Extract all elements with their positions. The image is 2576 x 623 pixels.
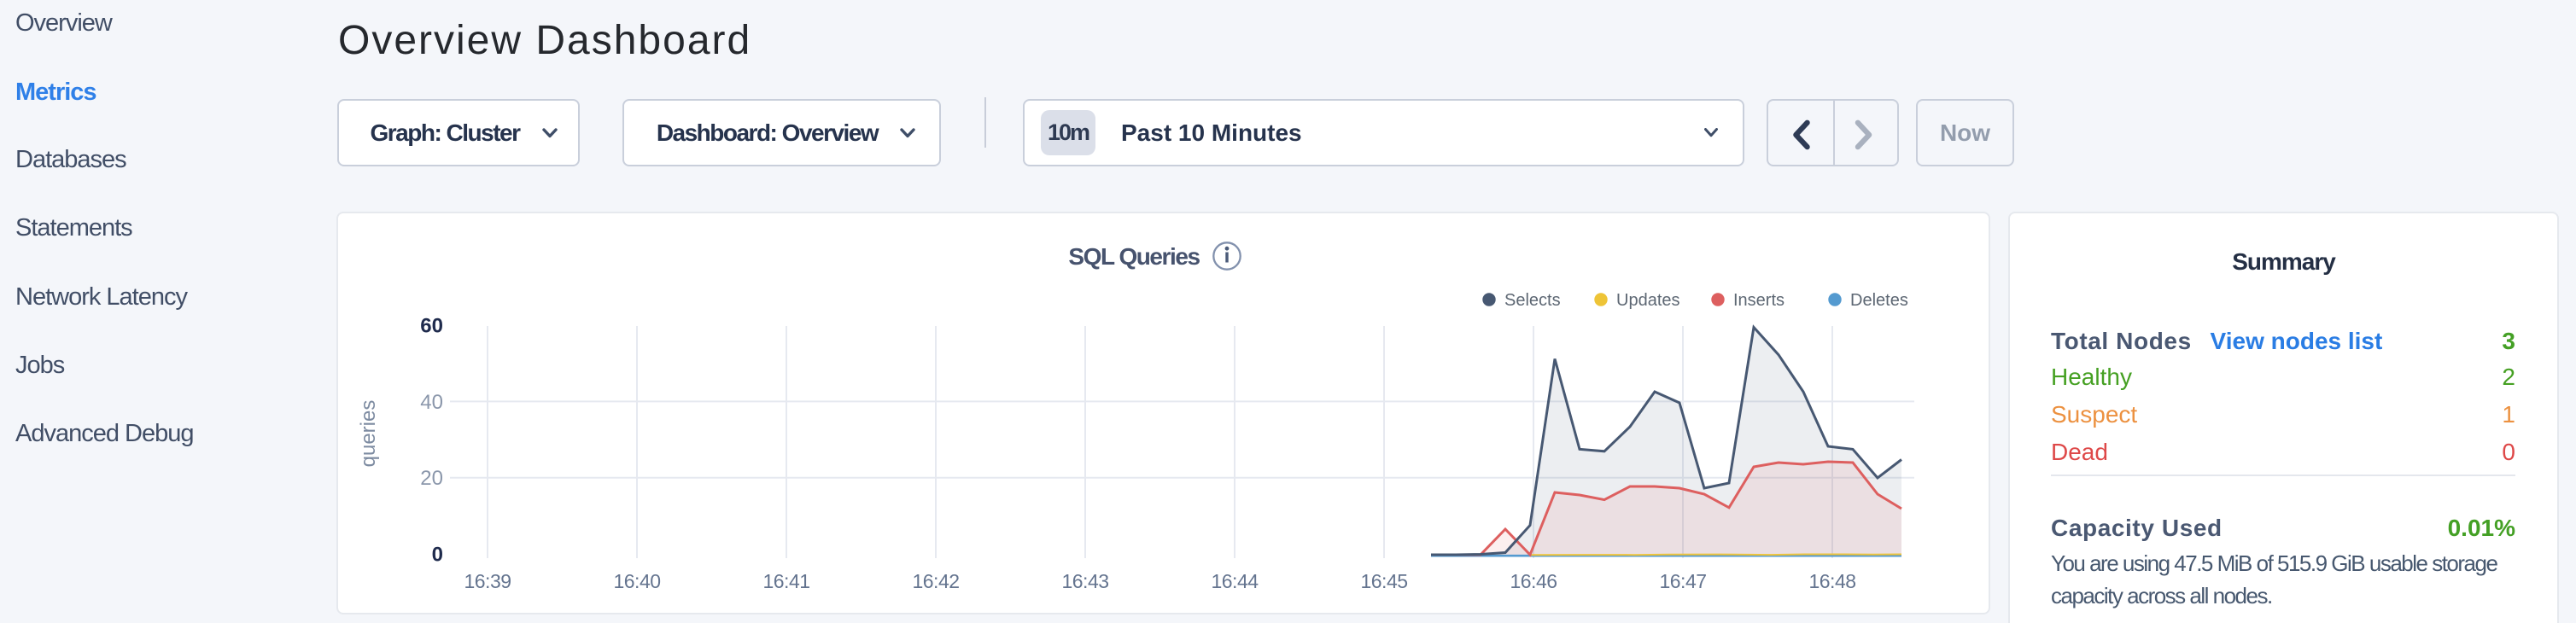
svg-text:40: 40 — [420, 391, 443, 414]
svg-text:Deletes: Deletes — [1850, 291, 1908, 310]
svg-text:0: 0 — [432, 544, 443, 567]
svg-text:16:48: 16:48 — [1808, 570, 1855, 592]
svg-text:16:46: 16:46 — [1510, 570, 1557, 592]
svg-text:16:39: 16:39 — [464, 570, 511, 592]
svg-text:16:41: 16:41 — [762, 570, 809, 592]
svg-text:Updates: Updates — [1616, 291, 1680, 310]
svg-text:SQL Queries: SQL Queries — [1068, 243, 1200, 270]
svg-text:60: 60 — [420, 315, 443, 338]
svg-text:16:40: 16:40 — [613, 570, 660, 592]
svg-text:16:45: 16:45 — [1360, 570, 1407, 592]
svg-text:16:42: 16:42 — [912, 570, 959, 592]
svg-text:20: 20 — [420, 467, 443, 490]
svg-text:Selects: Selects — [1504, 291, 1561, 310]
svg-text:16:44: 16:44 — [1211, 570, 1259, 592]
svg-text:16:43: 16:43 — [1061, 570, 1108, 592]
svg-text:Inserts: Inserts — [1733, 291, 1785, 310]
svg-text:queries: queries — [357, 400, 380, 468]
svg-text:16:47: 16:47 — [1659, 570, 1706, 592]
